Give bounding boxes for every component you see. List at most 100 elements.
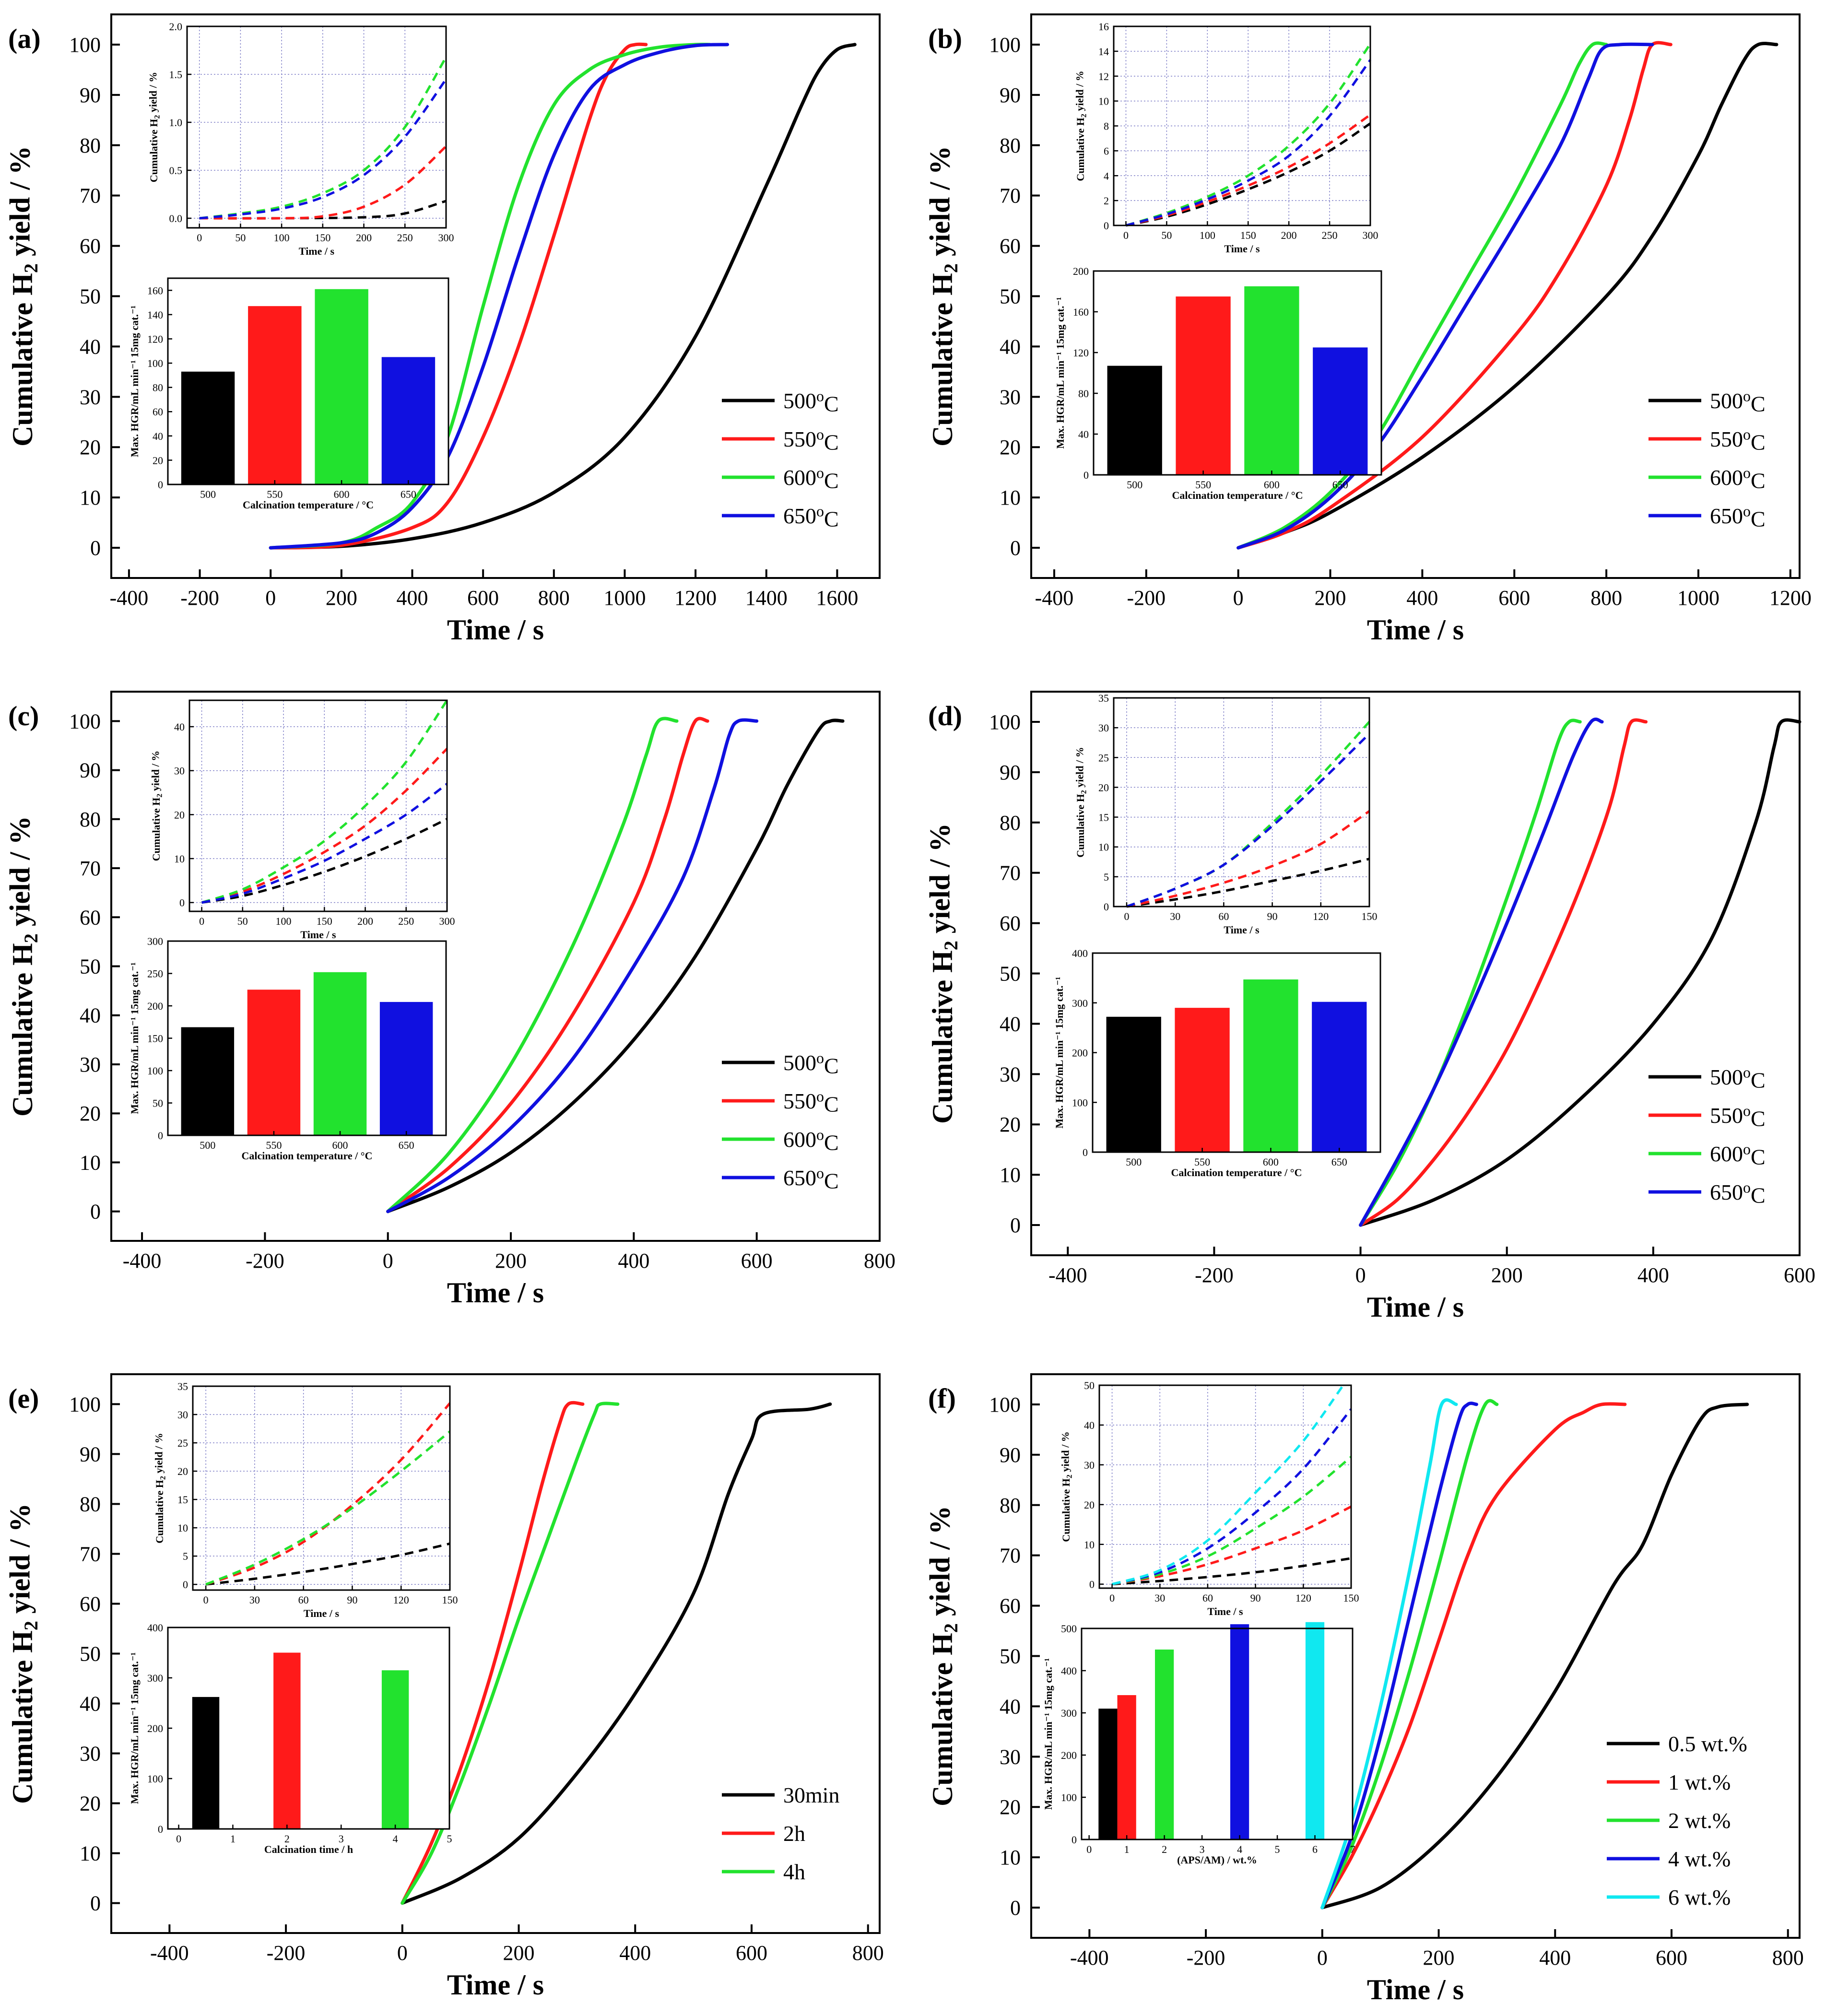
inset-y-tick-label: 0 [1089,1579,1095,1591]
inset-x-axis-title: Time / s [1224,243,1260,255]
series-line [1236,42,1654,550]
inset-bar-x-axis-title: Calcination time / h [264,1843,353,1855]
inset-bar [1244,286,1299,475]
legend-label: 2h [783,1821,805,1846]
inset-bar [181,1027,235,1135]
inset-bar-y-tick-label: 300 [147,935,163,947]
inset-bar [379,1002,433,1135]
inset-bar-y-tick-label: 160 [147,284,163,296]
inset-bar-x-tick-label: 3 [1200,1843,1205,1855]
inset-series-line [1126,810,1370,908]
inset-bar-y-tick-label: 400 [1061,1665,1077,1677]
x-tick-label: 600 [1784,1263,1815,1287]
inset-x-tick-label: 90 [347,1594,357,1606]
inset-bar [1117,1695,1136,1839]
y-axis-title: Cumulative H2 yield / % [4,816,42,1117]
y-tick-label: 40 [80,1692,101,1716]
inset-bar-y-tick-label: 250 [147,968,163,980]
inset-bar-y-tick-label: 400 [147,1622,163,1634]
inset-y-tick-label: 10 [177,1522,188,1534]
series-line [269,43,730,550]
inset-x-tick-label: 200 [1281,229,1297,241]
inset-x-tick-label: 30 [1170,910,1180,922]
x-tick-label: -200 [267,1941,306,1965]
x-axis-title: Time / s [1367,614,1464,646]
x-tick-label: -200 [180,586,219,610]
inset-x-tick-label: 100 [274,232,290,244]
inset-bar-x-tick-label: 600 [334,488,350,500]
x-tick-label: 400 [1406,586,1438,610]
inset-line-frame [186,25,447,229]
x-tick-label: 600 [736,1941,767,1965]
inset-bar-y-tick-label: 40 [1078,428,1089,440]
inset-x-tick-label: 60 [298,1594,309,1606]
y-tick-label: 30 [1000,1062,1021,1086]
y-tick-label: 100 [69,33,101,57]
inset-bar-y-tick-label: 0 [158,1823,163,1835]
x-tick-label: 200 [326,586,357,610]
x-tick-label: 0 [383,1249,393,1273]
inset-y-tick-label: 15 [1098,812,1109,824]
y-tick-label: 50 [80,1642,101,1666]
inset-bar [247,990,301,1135]
inset-bar-x-tick-label: 6 [1312,1843,1318,1855]
inset-bar-x-axis-title: Calcination temperature / °C [242,1150,373,1162]
x-tick-label: 1400 [745,586,788,610]
inset-y-tick-label: 0 [183,1579,188,1591]
inset-y-tick-label: 6 [1104,145,1109,157]
x-tick-label: -200 [1187,1946,1225,1969]
inset-x-tick-label: 100 [1200,229,1215,241]
inset-series-line [1125,122,1371,227]
y-tick-label: 40 [1000,1012,1021,1036]
x-tick-label: -400 [1035,586,1074,610]
x-tick-label: 0 [1233,586,1244,610]
inset-line-frame [1113,697,1370,908]
legend-label: 650oC [783,503,839,531]
inset-x-tick-label: 150 [1240,229,1256,241]
inset-x-tick-label: 150 [317,915,332,927]
inset-bar [181,371,235,484]
y-tick-label: 10 [80,1151,101,1174]
inset-line-bg [1114,698,1369,907]
x-axis-title: Time / s [447,1969,544,2001]
inset-series-line [1125,114,1371,227]
y-axis-title: Cumulative H2 yield / % [924,146,962,447]
inset-series-line [201,748,448,904]
inset-bar-y-tick-label: 500 [1061,1623,1077,1635]
y-tick-label: 60 [1000,235,1021,258]
y-tick-label: 100 [69,1392,101,1416]
inset-line-bg [187,26,446,228]
panel-label: (f) [928,1383,956,1414]
y-tick-label: 50 [80,285,101,308]
legend-label: 550oC [783,426,839,455]
inset-y-tick-label: 0 [179,897,185,909]
inset-x-tick-label: 50 [235,232,246,244]
inset-series-line [1111,1384,1344,1586]
inset-bar-x-tick-label: 3 [339,1833,344,1845]
series-line [386,717,679,1214]
x-tick-label: 800 [852,1941,884,1965]
inset-y-tick-label: 40 [174,721,185,733]
y-axis-title: Cumulative H2 yield / % [1073,71,1088,181]
y-tick-label: 0 [1010,1214,1021,1237]
inset-series-line [1125,43,1372,227]
panel-label: (e) [8,1383,39,1414]
y-tick-label: 20 [80,436,101,459]
inset-x-axis-title: Time / s [1207,1605,1243,1617]
inset-bar-x-tick-label: 1 [1124,1843,1130,1855]
inset-bar-y-axis-title: Max. HGR/mL min⁻¹ 15mg cat.⁻¹ [129,962,141,1114]
inset-bar-x-tick-label: 600 [332,1139,348,1151]
y-tick-label: 30 [80,1742,101,1766]
x-tick-label: -200 [1195,1263,1234,1287]
inset-x-tick-label: 300 [439,915,455,927]
inset-bar-x-tick-label: 7 [1350,1843,1355,1855]
panel-a: -400 -200 0 200 400 600 800 1000 1200 1400 1600010… [4,13,881,646]
y-axis-title: Cumulative H2 yield / % [1059,1431,1073,1542]
x-tick-label: -400 [110,586,149,610]
x-tick-label: 1000 [1677,586,1719,610]
inset-bar-x-tick-label: 550 [1194,1156,1210,1168]
inset-bar-y-tick-label: 0 [1083,469,1089,481]
inset-y-tick-label: 30 [1098,722,1109,734]
inset-line-bg [189,700,447,911]
inset-y-tick-label: 20 [1084,1499,1095,1511]
